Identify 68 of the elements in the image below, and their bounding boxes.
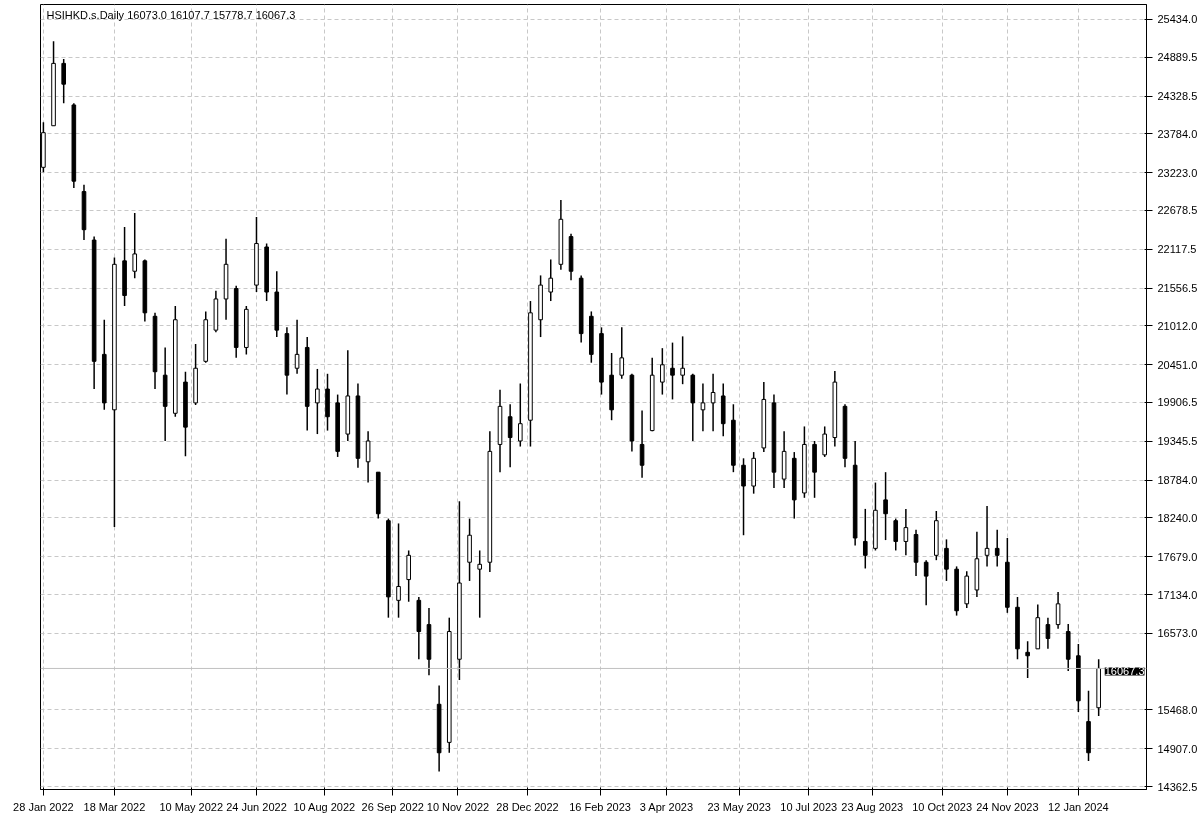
x-tick-label: 10 Jul 2023 [780,800,838,813]
candlestick [294,319,300,375]
candlestick [883,471,888,541]
y-tick-label: 21556.5 [1157,282,1198,295]
chart-title: HSIHKD.s.Daily 16073.0 16107.7 15778.7 16067.3 [46,8,296,21]
candlestick [822,425,828,458]
candlestick [862,508,868,570]
candlestick [741,457,746,536]
x-tick-label: 12 Jan 2024 [1048,800,1109,813]
x-tick-label: 24 Nov 2023 [976,800,1039,813]
candlestick [700,382,706,433]
ref-line-label: 16067.3 [1104,665,1145,678]
y-tick-label: 19345.5 [1157,435,1198,448]
x-tick-label: 10 Aug 2022 [293,800,356,813]
y-tick-label: 22678.5 [1157,204,1198,217]
x-tick-label: 10 Oct 2023 [912,800,973,813]
candlestick [984,505,990,568]
x-tick-label: 28 Dec 2022 [496,800,559,813]
candlestick [680,335,685,385]
y-tick-label: 14907.0 [1157,742,1198,755]
candlestick [61,58,66,105]
candlestick [670,341,675,401]
candlestick [1055,591,1061,630]
candlestick [396,522,401,619]
x-tick-label: 26 Sep 2022 [361,800,424,813]
candlestick [315,368,320,435]
candlestick [923,559,929,606]
y-tick-label: 24328.5 [1157,90,1198,103]
y-tick-label: 20451.0 [1157,358,1198,371]
x-tick-label: 10 Nov 2022 [426,800,490,813]
candlestick [507,403,513,469]
x-tick-label: 10 May 2022 [159,800,224,813]
y-tick-label: 17134.0 [1157,588,1198,601]
y-tick-label: 17679.0 [1157,550,1198,563]
y-tick-label: 22117.5 [1157,243,1197,256]
x-tick-label: 23 Aug 2023 [841,800,904,813]
y-tick-label: 23223.0 [1157,166,1198,179]
candlestick [639,409,645,479]
y-tick-label: 23784.0 [1157,127,1198,140]
y-tick-label: 21012.0 [1157,319,1198,332]
x-tick-label: 16 Feb 2023 [569,800,631,813]
candlestick [944,538,949,582]
candlestick [517,382,523,448]
candlestick [903,508,909,557]
candlestick [365,430,371,484]
y-tick-label: 18784.0 [1157,474,1198,487]
y-tick-label: 24889.5 [1157,51,1198,64]
candlestick [1025,640,1030,679]
candlestick [994,528,1000,568]
x-tick-label: 18 Mar 2022 [83,800,146,813]
y-tick-label: 14362.5 [1157,780,1198,793]
candlestick [660,347,665,396]
candlestick [893,517,899,552]
y-tick-label: 25434.0 [1157,13,1198,26]
y-tick-label: 16573.0 [1157,627,1198,640]
candlestick [1045,616,1051,650]
x-tick-label: 24 Jun 2022 [226,800,287,813]
candlestick [548,258,554,302]
candlestick [619,326,625,380]
x-tick-label: 3 Apr 2023 [639,800,694,813]
y-tick-label: 19906.5 [1157,396,1198,409]
candlestick [477,549,483,619]
x-tick-label: 23 May 2023 [707,800,771,813]
candlestick [132,212,138,279]
candlestick [710,373,716,433]
y-tick-label: 18240.0 [1157,511,1198,524]
x-tick-label: 28 Jan 2022 [13,800,74,813]
y-tick-label: 15468.0 [1157,703,1198,716]
